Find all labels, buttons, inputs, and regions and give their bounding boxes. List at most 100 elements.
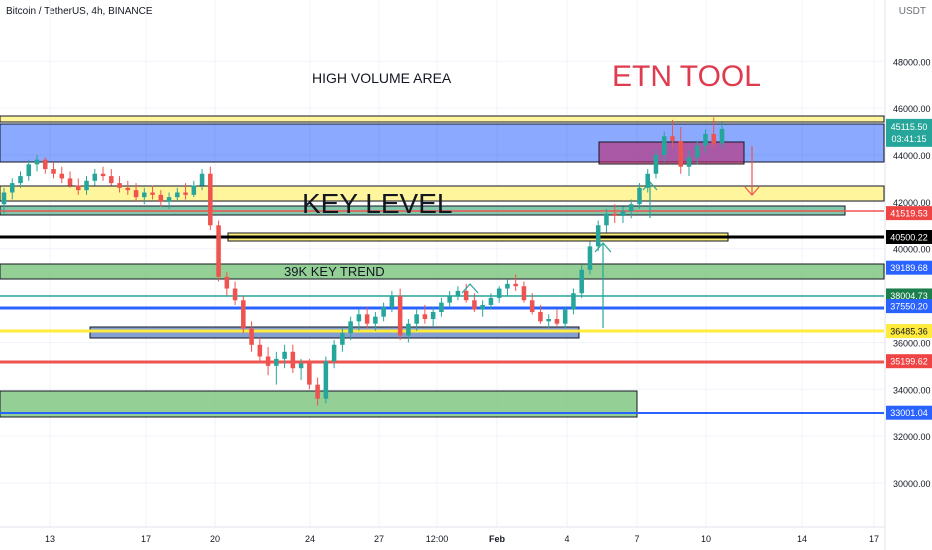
candle-body bbox=[290, 351, 296, 369]
candle-body bbox=[670, 136, 675, 141]
candles bbox=[1, 117, 725, 406]
horizontal-lines bbox=[0, 210, 884, 414]
red-arrow-down bbox=[744, 146, 760, 196]
candle-body bbox=[678, 140, 684, 167]
candle bbox=[191, 180, 197, 198]
candle bbox=[439, 297, 444, 317]
candle bbox=[414, 309, 419, 331]
candle bbox=[241, 295, 246, 334]
time-tick-label: 7 bbox=[634, 534, 639, 544]
candle-body bbox=[117, 183, 122, 188]
candle-body bbox=[703, 133, 708, 146]
price-label-text: 33001.04 bbox=[890, 408, 928, 418]
candle bbox=[587, 241, 593, 275]
candle-body bbox=[92, 173, 98, 181]
candle bbox=[183, 183, 188, 200]
candle bbox=[686, 150, 692, 177]
candle bbox=[604, 208, 609, 233]
candle-body bbox=[620, 211, 626, 216]
candle-body bbox=[496, 288, 502, 298]
candle-body bbox=[216, 225, 221, 277]
price-label-bg bbox=[886, 288, 932, 303]
candle-body bbox=[612, 213, 617, 216]
candle bbox=[1, 187, 7, 214]
candle-body bbox=[340, 333, 345, 345]
candle bbox=[653, 150, 659, 179]
candle bbox=[381, 302, 386, 322]
green-trend-zone bbox=[0, 263, 885, 280]
price-tick-label: 42000.00 bbox=[893, 198, 931, 208]
candle-body bbox=[133, 190, 139, 198]
candle-body bbox=[183, 192, 188, 195]
price-label: 38004.73 bbox=[886, 288, 932, 303]
price-tick-label: 34000.00 bbox=[893, 385, 931, 395]
candle bbox=[637, 183, 642, 209]
candle-body bbox=[348, 321, 353, 334]
price-label: 35199.62 bbox=[886, 354, 932, 369]
candle bbox=[348, 316, 353, 341]
candle bbox=[298, 358, 304, 380]
candle bbox=[175, 187, 180, 202]
candle-body bbox=[109, 176, 114, 184]
candle bbox=[249, 321, 254, 352]
candle bbox=[290, 344, 296, 373]
candle-body bbox=[488, 297, 494, 305]
candle-body bbox=[199, 173, 205, 186]
candle-body bbox=[67, 178, 73, 186]
candle-body bbox=[175, 192, 180, 198]
candle-body bbox=[521, 286, 527, 301]
candle-body bbox=[84, 180, 89, 191]
candle-body bbox=[208, 173, 213, 226]
candle bbox=[224, 272, 230, 296]
price-label-bg bbox=[886, 324, 932, 339]
candle-body bbox=[191, 185, 197, 195]
candle bbox=[645, 169, 650, 193]
candle bbox=[670, 119, 675, 148]
time-tick-label: 17 bbox=[141, 534, 151, 544]
candle-body bbox=[158, 194, 164, 202]
annotation-high-volume: HIGH VOLUME AREA bbox=[312, 70, 452, 86]
candle-body bbox=[298, 363, 304, 369]
candle bbox=[579, 265, 584, 298]
candle bbox=[9, 178, 15, 200]
candle-body bbox=[414, 314, 419, 324]
candle-body bbox=[59, 173, 65, 179]
price-label-bg bbox=[886, 299, 932, 314]
yellow-band-top bbox=[0, 115, 885, 123]
price-label: 37550.20 bbox=[886, 299, 932, 314]
candle bbox=[142, 187, 147, 205]
candle-body bbox=[579, 269, 584, 294]
last-price-value: 45115.50 bbox=[891, 122, 928, 132]
candle bbox=[100, 166, 106, 181]
price-labels: 41519.53 40500.22 39189.68 38004.7337550.20… bbox=[886, 118, 932, 420]
candle bbox=[315, 377, 320, 406]
candle bbox=[661, 131, 667, 163]
candle-body bbox=[249, 328, 254, 345]
candle bbox=[340, 328, 345, 352]
candle bbox=[719, 122, 725, 148]
candle-body bbox=[51, 169, 56, 174]
price-label-text: 35199.62 bbox=[890, 357, 928, 367]
candle-body bbox=[439, 302, 444, 312]
candle bbox=[480, 300, 485, 317]
candle-body bbox=[686, 157, 692, 167]
candle bbox=[703, 129, 708, 153]
candle-body bbox=[282, 351, 287, 359]
candle bbox=[257, 337, 263, 362]
candle-body bbox=[513, 283, 518, 287]
candle-body bbox=[463, 290, 469, 301]
candle-body bbox=[1, 192, 7, 205]
candle bbox=[323, 356, 329, 404]
currency-label: USDT bbox=[898, 6, 926, 17]
candle-body bbox=[125, 187, 131, 191]
candle-body bbox=[587, 246, 593, 270]
key-level-zone bbox=[0, 185, 885, 202]
candle-body bbox=[241, 300, 246, 329]
candle-body bbox=[331, 344, 337, 362]
candle-body bbox=[571, 293, 576, 310]
candle-body bbox=[653, 155, 659, 174]
green-arrow-2 bbox=[642, 181, 658, 218]
candle bbox=[373, 311, 378, 331]
candle bbox=[389, 290, 395, 312]
